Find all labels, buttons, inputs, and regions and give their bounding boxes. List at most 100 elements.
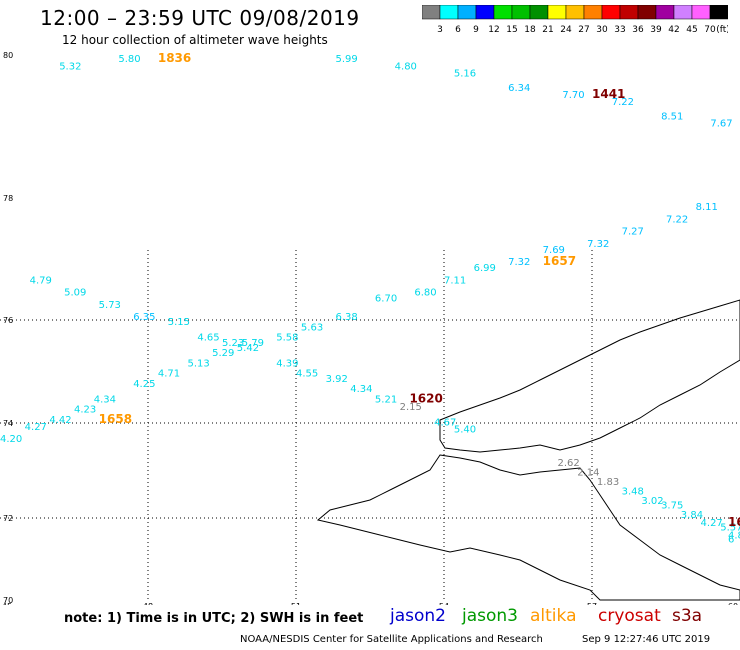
wave-height-label: 5.21 [375,394,397,405]
wave-height-label: 6.35 [133,312,155,323]
map-subtitle: 12 hour collection of altimeter wave hei… [62,33,328,47]
wave-height-label: 7.11 [444,275,466,286]
colorbar-label: 39 [650,25,662,35]
satellite-altika: altika [530,606,577,626]
longitude-tick-label: 51 [291,602,301,605]
wave-height-label: 4.84 [728,531,740,542]
wave-height-label: 4.34 [94,394,116,405]
wave-height-label: 6.38 [335,312,357,323]
wave-height-label: 3.84 [681,510,703,521]
wave-height-label: 3.92 [326,374,348,385]
pass-time-label: 1657 [543,254,576,268]
wave-height-label: 7.32 [587,239,609,250]
coastline-novaya-zemlya [316,299,740,601]
colorbar-label: 12 [488,25,499,35]
pass-time-label: 1658 [99,412,132,426]
colorbar-label: 27 [578,25,589,35]
wave-height-labels: 5.325.80 1836 5.994.805.166.347.70 14417.22… [0,51,740,545]
colorbar-label: 15 [506,25,517,35]
colorbar-label: 9 [473,25,479,35]
colorbar-swatch [709,5,728,20]
satellite-jason3: jason3 [462,606,518,626]
footer-note: note: 1) Time is in UTC; 2) SWH is in fe… [64,611,364,626]
longitude-tick-label: 48 [143,602,153,605]
wave-height-label: 7.22 [666,214,688,225]
colorbar-label: 3 [437,25,443,35]
wave-height-label: 5.80 [118,54,140,65]
wave-height-label: 4.80 [395,61,417,72]
colorbar-label: 18 [524,25,536,35]
pass-time-label: 161 [728,515,740,529]
wave-height-label: 3.75 [661,501,683,512]
wave-height-label: 8.11 [696,202,718,213]
altimeter-map: 5.325.80 1836 5.994.805.166.347.70 14417.22… [0,51,740,605]
wave-height-label: 4.25 [133,379,155,390]
wave-height-label: 5.42 [237,343,259,354]
wave-height-label: 6.34 [508,83,530,94]
longitude-tick-label: 57 [587,602,597,605]
wave-height-label: 4.79 [30,275,52,286]
wave-height-label: 2.14 [577,467,599,478]
pass-time-label: 1441 [592,87,625,101]
wave-height-label: 4.27 [701,518,723,529]
wave-height-label: 5.40 [454,425,476,436]
wave-height-label: 6.99 [474,263,496,274]
wave-height-label: 4.27 [25,422,47,433]
wave-height-label: 4.42 [49,415,71,426]
colorbar-label: 33 [614,25,625,35]
wave-height-label: 5.23 [222,338,244,349]
wave-height-label: 4.55 [296,369,318,380]
satellite-s3a: s3a [672,606,703,626]
wave-height-label: 5.29 [212,348,234,359]
wave-height-label: 5.73 [99,300,121,311]
latitude-tick-label: 74 [3,419,13,428]
colorbar-label: 30 [596,25,608,35]
wave-height-label: 6 [728,535,734,546]
wave-height-label: 4.34 [350,384,372,395]
wave-height-label: 5.13 [187,358,209,369]
wave-height-label: 2.15 [400,402,422,413]
coastline-north-island [439,299,740,453]
longitude-tick-label: 54 [439,602,449,605]
latitude-tick-label: 72 [3,514,13,523]
wave-height-label: 5.63 [301,322,323,333]
wave-height-label: 5.58 [276,333,298,344]
wave-height-label: 4.23 [74,405,96,416]
wave-height-label: 5.99 [335,54,357,65]
wave-height-label: 4.39 [276,358,298,369]
latitude-tick-label: 76 [3,316,13,325]
wave-height-label: 5.16 [454,68,476,79]
colorbar-label: 45 [686,25,697,35]
wave-height-label: 6.80 [414,288,436,299]
wave-height-label: 7.22 [612,97,634,108]
colorbar-label: 24 [560,25,572,35]
satellite-jason2: jason2 [390,606,446,626]
wave-height-label: 5.32 [59,61,81,72]
map-title: 12:00 – 23:59 UTC 09/08/2019 [40,6,360,30]
longitude-tick-label: 45 [2,602,12,605]
wave-height-label: 2.62 [557,458,579,469]
lat-lon-grid [0,250,740,600]
longitude-tick-label: 60 [728,602,738,605]
colorbar-label: 36 [632,25,644,35]
wave-height-label: 7.69 [543,245,565,256]
wave-height-label: 6.70 [375,294,397,305]
colorbar-label: 6 [455,25,461,35]
wave-height-label: 4.71 [158,369,180,380]
wave-height-label: 5.57 [720,522,740,533]
wave-height-label: 3.02 [641,496,663,507]
latitude-tick-label: 78 [3,194,13,203]
wave-height-label: 7.32 [508,257,530,268]
wave-height-label: 7.70 [562,90,584,101]
wave-height-label: 4.65 [197,333,219,344]
latitude-tick-label: 70 [3,596,13,605]
wave-height-label: 5.15 [168,317,190,328]
satellite-cryosat: cryosat [598,606,661,626]
wave-height-label: 8.51 [661,111,683,122]
footer-credit: NOAA/NESDIS Center for Satellite Applica… [240,634,543,645]
wave-height-label: 5.09 [64,288,86,299]
wave-height-label: 5.79 [242,338,264,349]
pass-time-label: 1836 [158,51,191,65]
footer-timestamp: Sep 9 12:27:46 UTC 2019 [582,634,711,645]
colorbar-label: 70 [704,25,716,35]
